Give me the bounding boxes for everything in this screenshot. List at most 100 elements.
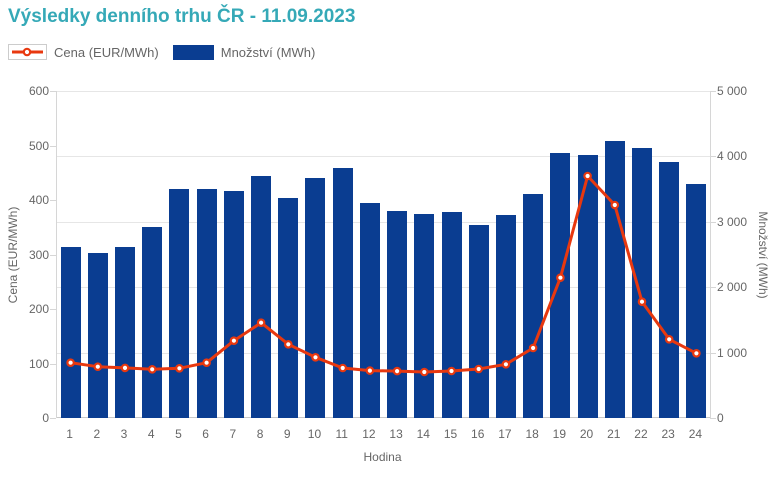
x-axis-label-hour-18: 18 — [525, 427, 539, 441]
left-axis-tick — [50, 91, 56, 92]
x-axis-label-hour-9: 9 — [283, 427, 291, 441]
left-axis-tick-label: 100 — [28, 356, 49, 371]
x-axis-label-hour-19: 19 — [552, 427, 567, 441]
left-axis-tick — [50, 200, 56, 201]
right-axis-tick — [710, 91, 716, 92]
price-point-hour-6[interactable] — [202, 358, 211, 368]
price-point-hour-24[interactable] — [692, 348, 701, 358]
left-axis-tick — [50, 309, 56, 310]
x-axis-label-hour-20: 20 — [579, 427, 594, 441]
quantity-bar-hour-21[interactable] — [604, 140, 625, 418]
left-axis-tick-label: 0 — [42, 411, 49, 425]
quantity-bar-hour-23[interactable] — [659, 162, 680, 418]
legend-quantity-label: Množství (MWh) — [220, 44, 316, 60]
legend-price-label: Cena (EUR/MWh) — [54, 44, 159, 60]
price-point-hour-12[interactable] — [365, 366, 375, 375]
x-axis-label-hour-14: 14 — [416, 427, 430, 441]
left-axis-tick-label: 500 — [28, 138, 49, 153]
price-point-hour-5[interactable] — [175, 363, 184, 373]
right-axis-tick-label: 1 000 — [717, 345, 748, 360]
x-axis-label-hour-13: 13 — [389, 427, 403, 441]
x-axis-label-hour-8: 8 — [256, 427, 264, 441]
quantity-bar-hour-3[interactable] — [115, 246, 136, 418]
left-axis-tick — [50, 363, 56, 365]
x-axis-label-hour-2: 2 — [93, 427, 101, 441]
quantity-bar-hour-17[interactable] — [495, 215, 516, 418]
quantity-bar-hour-18[interactable] — [523, 194, 544, 418]
price-point-hour-20[interactable] — [583, 171, 592, 181]
price-point-hour-11[interactable] — [338, 363, 348, 373]
quantity-bar-hour-1[interactable] — [60, 246, 81, 418]
price-point-hour-1[interactable] — [66, 358, 75, 368]
quantity-bar-hour-2[interactable] — [87, 253, 108, 418]
price-point-hour-7[interactable] — [229, 336, 239, 346]
price-point-hour-8[interactable] — [256, 318, 266, 328]
quantity-bar-hour-7[interactable] — [223, 190, 244, 418]
quantity-bar-hour-19[interactable] — [550, 153, 571, 418]
legend-item-quantity[interactable]: Množství (MWh) — [172, 44, 316, 60]
price-point-hour-3[interactable] — [120, 363, 130, 373]
price-point-hour-2[interactable] — [93, 362, 103, 372]
quantity-bar-hour-6[interactable] — [196, 188, 217, 418]
price-point-hour-21[interactable] — [610, 200, 620, 210]
quantity-bar-hour-15[interactable] — [441, 211, 462, 418]
right-axis-title: Množství (MWh) — [756, 211, 770, 299]
price-point-hour-10[interactable] — [311, 352, 320, 362]
x-axis-label-hour-17: 17 — [498, 427, 512, 441]
page-title: Výsledky denního trhu ČR - 11.09.2023 — [8, 6, 356, 27]
gridline — [57, 221, 710, 223]
left-axis-tick-label: 600 — [28, 84, 49, 98]
x-axis-label-hour-24: 24 — [688, 427, 703, 441]
quantity-bar-hour-8[interactable] — [251, 176, 272, 418]
quantity-bar-hour-9[interactable] — [278, 197, 299, 418]
price-point-hour-4[interactable] — [147, 364, 157, 374]
price-point-hour-18[interactable] — [528, 343, 538, 353]
price-point-hour-14[interactable] — [419, 367, 429, 377]
right-axis-tick-label: 0 — [717, 411, 724, 425]
quantity-bar-hour-5[interactable] — [169, 189, 190, 418]
left-axis-tick — [50, 145, 56, 147]
x-axis-label-hour-6: 6 — [202, 427, 209, 441]
right-axis-tick — [710, 418, 716, 419]
right-axis-tick-label: 3 000 — [717, 214, 748, 229]
x-axis-label-hour-21: 21 — [607, 427, 621, 441]
x-axis-label-hour-7: 7 — [229, 427, 237, 441]
price-point-hour-15[interactable] — [447, 366, 456, 376]
legend-item-price[interactable]: Cena (EUR/MWh) — [8, 44, 159, 60]
right-axis-tick — [710, 221, 716, 223]
right-axis-tick-label: 5 000 — [717, 84, 748, 98]
x-axis-label-hour-16: 16 — [471, 427, 485, 441]
quantity-bar-hour-11[interactable] — [332, 168, 353, 418]
left-axis-tick-label: 400 — [28, 193, 49, 207]
price-point-hour-13[interactable] — [392, 366, 402, 376]
price-point-hour-19[interactable] — [556, 273, 565, 283]
gridline — [57, 352, 710, 354]
right-axis-tick — [710, 156, 716, 158]
quantity-bar-hour-12[interactable] — [359, 202, 380, 418]
x-axis-title: Hodina — [363, 450, 402, 464]
quantity-bar-hour-24[interactable] — [686, 184, 707, 418]
x-axis-label-hour-4: 4 — [147, 427, 155, 441]
price-line[interactable] — [70, 174, 698, 374]
x-axis-label-hour-23: 23 — [661, 427, 675, 441]
x-axis-label-hour-22: 22 — [634, 427, 648, 441]
left-axis-tick — [50, 418, 56, 419]
right-axis-tick-label: 2 000 — [717, 280, 748, 295]
gridline — [57, 91, 710, 92]
right-axis-tick — [710, 287, 716, 289]
quantity-bar-hour-20[interactable] — [577, 155, 598, 418]
quantity-bar-hour-22[interactable] — [631, 147, 652, 418]
price-line-legend-icon — [8, 44, 47, 60]
x-axis-label-hour-15: 15 — [443, 427, 458, 441]
x-axis-label-hour-10: 10 — [307, 427, 322, 441]
quantity-bar-hour-14[interactable] — [414, 213, 435, 418]
price-point-hour-16[interactable] — [474, 364, 484, 374]
price-point-hour-17[interactable] — [501, 359, 511, 369]
price-point-hour-23[interactable] — [664, 335, 674, 344]
left-axis-tick — [50, 254, 56, 256]
x-axis-label-hour-5: 5 — [175, 427, 182, 441]
price-point-hour-22[interactable] — [637, 297, 647, 307]
gridline — [57, 156, 710, 158]
quantity-bar-hour-13[interactable] — [387, 210, 408, 418]
price-point-hour-9[interactable] — [284, 340, 293, 349]
